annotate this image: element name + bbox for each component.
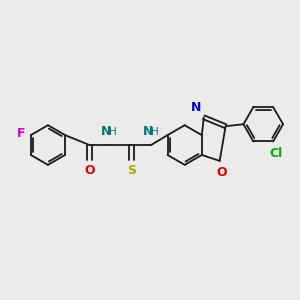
Text: N: N bbox=[143, 125, 153, 138]
Text: F: F bbox=[17, 127, 26, 140]
Text: O: O bbox=[84, 164, 95, 177]
Text: H: H bbox=[110, 127, 117, 137]
Text: H: H bbox=[151, 127, 159, 137]
Text: O: O bbox=[216, 166, 227, 179]
Text: N: N bbox=[191, 101, 201, 114]
Text: N: N bbox=[101, 125, 112, 138]
Text: Cl: Cl bbox=[269, 147, 283, 160]
Text: S: S bbox=[127, 164, 136, 177]
